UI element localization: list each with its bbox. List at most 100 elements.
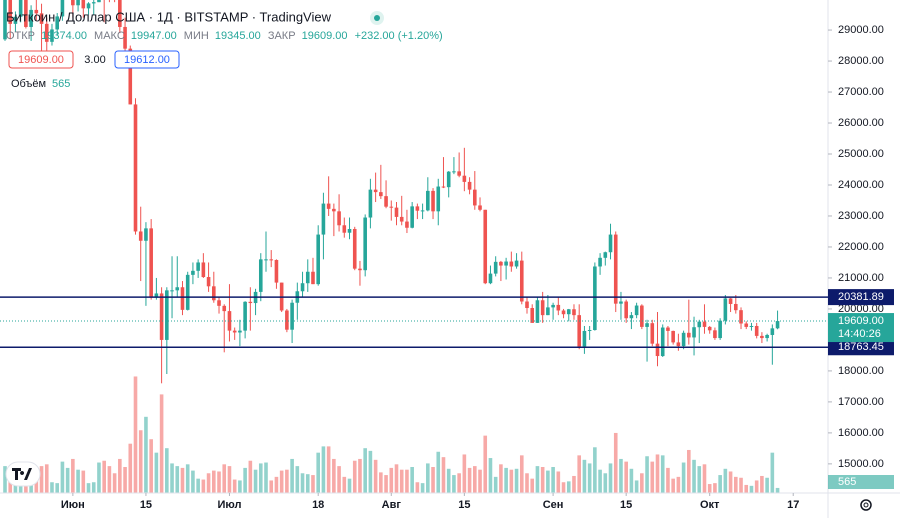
label: Объём <box>11 78 46 90</box>
candle-body <box>566 309 571 315</box>
volume-bar <box>519 455 524 493</box>
volume-label: 565 <box>838 476 856 488</box>
volume-bar <box>535 466 540 493</box>
volume-bar <box>420 483 425 493</box>
candle-body <box>744 323 749 327</box>
volume-bar <box>739 477 743 493</box>
volume-bar <box>478 469 482 493</box>
candle-body <box>770 328 775 335</box>
volume-bar <box>222 464 227 493</box>
volume-bar <box>765 477 769 493</box>
volume-legend: Объём 565 <box>11 78 70 90</box>
volume-bar <box>556 471 561 493</box>
candle-body <box>540 300 545 316</box>
volume-bar <box>149 439 153 493</box>
candle-body <box>71 0 75 6</box>
volume-bar <box>18 481 23 493</box>
volume-bar <box>368 450 373 493</box>
volume-bar <box>97 462 101 493</box>
volume-bar <box>170 463 174 493</box>
volume-bar <box>457 473 461 493</box>
volume-bar <box>227 466 232 493</box>
candle-body <box>441 186 446 188</box>
volume-bar <box>624 461 628 493</box>
volume-bar <box>206 473 211 493</box>
volume-bar <box>321 446 326 493</box>
volume-bar <box>697 466 702 493</box>
candle-body <box>133 104 138 232</box>
spread: 3.00 <box>84 54 105 66</box>
candle-body <box>749 325 754 327</box>
volume-bar <box>3 466 7 493</box>
y-tick-label: 21000.00 <box>838 272 884 284</box>
volume-bar <box>645 456 649 493</box>
candle-body <box>76 0 80 6</box>
y-tick-label: 22000.00 <box>838 241 884 253</box>
volume-bar <box>728 471 733 493</box>
chart-title: Биткоин / Доллар США · 1Д · BITSTAMP · T… <box>6 9 332 24</box>
candle-body <box>170 290 174 292</box>
volume-bar <box>499 464 503 493</box>
candle-body <box>608 234 613 253</box>
value: +232.00 (+1.20%) <box>355 30 443 42</box>
volume-bar <box>634 480 639 493</box>
candle-body <box>478 205 482 210</box>
candle-body <box>551 304 555 308</box>
candle-body <box>546 307 550 316</box>
candle-body <box>123 26 127 49</box>
candle-body <box>598 257 602 267</box>
candle-body <box>582 330 587 347</box>
volume-bar <box>290 458 294 493</box>
candle-body <box>530 308 535 323</box>
volume-bar <box>754 480 759 493</box>
candle-body <box>514 260 519 267</box>
x-tick-label: 15 <box>620 499 632 511</box>
volume-bar <box>363 448 367 493</box>
volume-bar <box>326 446 331 493</box>
label: ЗАКР <box>268 30 296 42</box>
volume-bar <box>389 467 394 493</box>
candle-body <box>326 203 331 209</box>
volume-bar <box>138 430 143 493</box>
volume-bar <box>770 452 775 493</box>
candle-body <box>619 301 623 304</box>
y-tick-label: 26000.00 <box>838 117 884 129</box>
candle-body <box>243 301 247 331</box>
candle-body <box>196 262 200 271</box>
price-label-box <box>828 339 894 356</box>
volume-bar <box>608 463 613 493</box>
ask-box[interactable] <box>114 50 180 69</box>
x-tick-label: Авг <box>382 499 402 511</box>
volume-bar <box>60 461 65 493</box>
volume-bar <box>452 475 456 493</box>
candle-body <box>666 327 670 331</box>
volume-label-box <box>828 475 894 489</box>
volume-bar <box>441 457 446 493</box>
candle-body <box>561 310 566 315</box>
settings-icon[interactable] <box>860 499 872 511</box>
candle-body <box>660 327 665 357</box>
volume-bar <box>713 483 717 493</box>
bid-box[interactable] <box>8 50 74 69</box>
candle-body <box>34 9 39 14</box>
candle-body <box>154 293 159 297</box>
candle-body <box>206 277 211 287</box>
volume-bar <box>775 487 780 493</box>
candle-body <box>473 189 477 206</box>
candle-body <box>462 175 467 182</box>
candle-body <box>488 273 493 284</box>
value: 565 <box>52 78 70 90</box>
volume-bar <box>165 448 169 493</box>
x-tick-label: Июн <box>61 499 85 511</box>
candle-body <box>368 189 373 218</box>
candle-body <box>258 259 263 292</box>
volume-bar <box>749 485 754 493</box>
candle-body <box>363 217 367 271</box>
candle-body <box>525 301 529 309</box>
price-label: 20381.89 <box>838 291 884 303</box>
candle-body <box>483 209 488 284</box>
ask: 19612.00 <box>124 54 170 66</box>
candle-body <box>650 323 655 344</box>
volume-bar <box>384 475 388 493</box>
candle-body <box>645 323 649 327</box>
